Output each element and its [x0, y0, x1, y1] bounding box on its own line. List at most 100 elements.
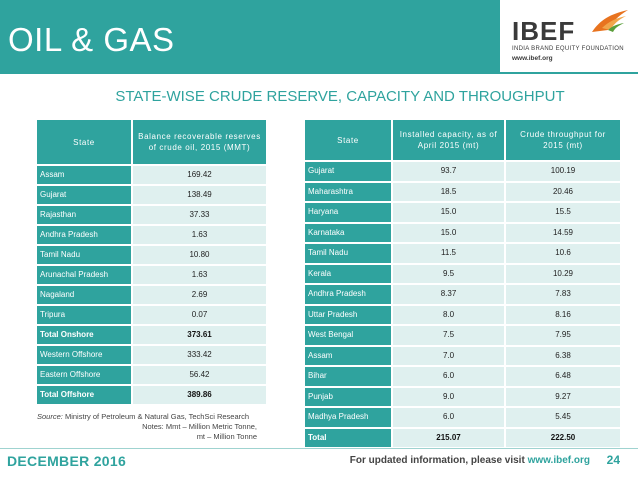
throughput-cell: 8.16 [506, 305, 620, 324]
ibef-logo[interactable]: IBEF INDIA BRAND EQUITY FOUNDATION www.i… [500, 0, 638, 74]
logo-wordmark: IBEF [512, 16, 576, 46]
table-row: Tripura 0.07 [37, 306, 266, 324]
throughput-cell: 6.48 [506, 367, 620, 386]
table-row: Assam 7.0 6.38 [305, 346, 620, 365]
reserve-value-cell: 1.63 [133, 266, 266, 284]
throughput-cell: 9.27 [506, 387, 620, 406]
state-cell: Haryana [305, 203, 393, 222]
state-cell: Total [305, 428, 393, 447]
footer-info-text: For updated information, please visit [349, 455, 528, 466]
footer-url-link[interactable]: www.ibef.org [527, 455, 590, 466]
state-cell: West Bengal [305, 326, 393, 345]
throughput-cell: 10.6 [506, 244, 620, 263]
reserve-value-cell: 138.49 [133, 186, 266, 204]
state-cell: Assam [37, 166, 133, 184]
source-label: Source: [37, 412, 63, 421]
state-cell: Punjab [305, 387, 393, 406]
capacity-cell: 9.5 [393, 264, 506, 283]
slide-title: STATE-WISE CRUDE RESERVE, CAPACITY AND T… [115, 88, 565, 105]
column-header-capacity: Installed capacity, as of April 2015 (mt… [393, 120, 506, 160]
notes-line-1: Notes: Mmt – Million Metric Tonne, [142, 422, 257, 431]
table-row: Kerala 9.5 10.29 [305, 264, 620, 283]
section-title: OIL & GAS [8, 21, 175, 58]
state-cell: Eastern Offshore [37, 366, 133, 384]
table-row: Bihar 6.0 6.48 [305, 367, 620, 386]
table-row: Haryana 15.0 15.5 [305, 203, 620, 222]
notes-line-2: mt – Million Tonne [196, 432, 257, 441]
table-row: Punjab 9.0 9.27 [305, 387, 620, 406]
bird-logo-icon [592, 10, 628, 32]
state-cell: Madhya Pradesh [305, 408, 393, 427]
capacity-cell: 6.0 [393, 367, 506, 386]
capacity-cell: 93.7 [393, 162, 506, 181]
reserve-value-cell: 333.42 [133, 346, 266, 364]
table-row: Tamil Nadu 11.5 10.6 [305, 244, 620, 263]
state-cell: Total Onshore [37, 326, 133, 344]
capacity-cell: 18.5 [393, 182, 506, 201]
notes: Notes: Mmt – Million Metric Tonne, mt – … [37, 422, 257, 442]
source-text: Ministry of Petroleum & Natural Gas, Tec… [62, 412, 250, 421]
capacity-cell: 9.0 [393, 387, 506, 406]
reserve-value-cell: 10.80 [133, 246, 266, 264]
state-cell: Andhra Pradesh [37, 226, 133, 244]
throughput-cell: 7.95 [506, 326, 620, 345]
reserves-table-body: Assam 169.42 Gujarat 138.49 Rajasthan 37.33 An… [37, 166, 266, 404]
throughput-cell: 15.5 [506, 203, 620, 222]
throughput-cell: 14.59 [506, 223, 620, 242]
column-header-state: State [305, 120, 393, 160]
throughput-cell: 5.45 [506, 408, 620, 427]
capacity-cell: 11.5 [393, 244, 506, 263]
column-header-state: State [37, 120, 133, 164]
throughput-cell: 6.38 [506, 346, 620, 365]
state-cell: Rajasthan [37, 206, 133, 224]
header-band: OIL & GAS [0, 0, 500, 74]
state-cell: Gujarat [37, 186, 133, 204]
capacity-cell: 15.0 [393, 203, 506, 222]
state-cell: Bihar [305, 367, 393, 386]
capacity-throughput-table: State Installed capacity, as of April 20… [305, 118, 620, 449]
table-row: Assam 169.42 [37, 166, 266, 184]
capacity-cell: 6.0 [393, 408, 506, 427]
state-cell: Uttar Pradesh [305, 305, 393, 324]
capacity-cell: 7.0 [393, 346, 506, 365]
capacity-table-body: Gujarat 93.7 100.19 Maharashtra 18.5 20.46 Har… [305, 162, 620, 447]
state-cell: Arunachal Pradesh [37, 266, 133, 284]
table-row: Andhra Pradesh 1.63 [37, 226, 266, 244]
table-row: Total 215.07 222.50 [305, 428, 620, 447]
reserve-value-cell: 373.61 [133, 326, 266, 344]
table-row: Gujarat 138.49 [37, 186, 266, 204]
footer-info: For updated information, please visit ww… [350, 455, 590, 467]
source-note: Source: Ministry of Petroleum & Natural … [37, 412, 257, 422]
table-row: Andhra Pradesh 8.37 7.83 [305, 285, 620, 304]
state-cell: Tamil Nadu [305, 244, 393, 263]
capacity-cell: 15.0 [393, 223, 506, 242]
state-cell: Tamil Nadu [37, 246, 133, 264]
state-cell: Karnataka [305, 223, 393, 242]
state-cell: Total Offshore [37, 386, 133, 404]
table-row: West Bengal 7.5 7.95 [305, 326, 620, 345]
reserve-value-cell: 1.63 [133, 226, 266, 244]
reserve-value-cell: 169.42 [133, 166, 266, 184]
reserve-value-cell: 0.07 [133, 306, 266, 324]
table-row: Uttar Pradesh 8.0 8.16 [305, 305, 620, 324]
throughput-cell: 222.50 [506, 428, 620, 447]
throughput-cell: 7.83 [506, 285, 620, 304]
table-row: Maharashtra 18.5 20.46 [305, 182, 620, 201]
reserve-value-cell: 56.42 [133, 366, 266, 384]
footer-date: DECEMBER 2016 [7, 453, 127, 469]
logo-url: www.ibef.org [512, 55, 553, 62]
table-row: Nagaland 2.69 [37, 286, 266, 304]
reserve-value-cell: 37.33 [133, 206, 266, 224]
crude-reserves-table: State Balance recoverable reserves of cr… [37, 118, 266, 406]
column-header-throughput: Crude throughput for 2015 (mt) [506, 120, 620, 160]
state-cell: Assam [305, 346, 393, 365]
table-row: Eastern Offshore 56.42 [37, 366, 266, 384]
throughput-cell: 10.29 [506, 264, 620, 283]
state-cell: Western Offshore [37, 346, 133, 364]
throughput-cell: 100.19 [506, 162, 620, 181]
table-row: Total Onshore 373.61 [37, 326, 266, 344]
capacity-cell: 8.0 [393, 305, 506, 324]
logo-subtitle: INDIA BRAND EQUITY FOUNDATION [512, 46, 624, 52]
table-row: Arunachal Pradesh 1.63 [37, 266, 266, 284]
capacity-cell: 7.5 [393, 326, 506, 345]
